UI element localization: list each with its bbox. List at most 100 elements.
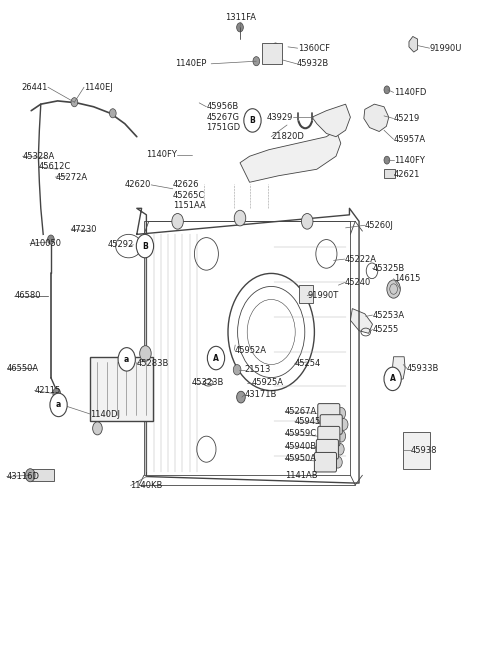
Polygon shape: [364, 104, 389, 132]
Circle shape: [244, 109, 261, 132]
Text: 45325B: 45325B: [372, 264, 405, 273]
Circle shape: [384, 367, 401, 391]
Bar: [262, 43, 282, 64]
Text: 46550A: 46550A: [7, 364, 39, 373]
Circle shape: [253, 57, 260, 66]
Text: 21820D: 21820D: [271, 132, 304, 141]
Polygon shape: [240, 130, 341, 182]
Text: 45219: 45219: [394, 114, 420, 123]
Polygon shape: [409, 36, 418, 52]
Text: 45950A: 45950A: [285, 454, 317, 463]
Circle shape: [93, 422, 102, 435]
Circle shape: [387, 280, 400, 298]
Text: 45222A: 45222A: [345, 255, 377, 264]
Text: 47230: 47230: [71, 225, 97, 234]
Text: 43171B: 43171B: [245, 390, 277, 399]
Circle shape: [207, 346, 225, 370]
FancyBboxPatch shape: [314, 452, 336, 472]
Text: a: a: [124, 355, 129, 364]
Bar: [299, 285, 313, 303]
Circle shape: [237, 391, 245, 403]
Circle shape: [25, 469, 35, 482]
Text: 21513: 21513: [245, 365, 271, 374]
Bar: [31, 469, 54, 481]
Circle shape: [337, 430, 346, 442]
Text: B: B: [250, 116, 255, 125]
Text: 1151AA: 1151AA: [173, 201, 205, 210]
Circle shape: [53, 388, 60, 398]
Text: 45240: 45240: [345, 278, 371, 287]
Circle shape: [109, 109, 116, 118]
Text: 43929: 43929: [266, 113, 293, 122]
Text: 91990T: 91990T: [307, 291, 338, 300]
Circle shape: [140, 346, 151, 361]
Text: 45945: 45945: [295, 417, 321, 426]
Text: 1360CF: 1360CF: [298, 44, 330, 53]
Circle shape: [334, 456, 342, 468]
FancyBboxPatch shape: [318, 404, 340, 423]
Text: 42620: 42620: [125, 180, 151, 189]
Text: 45328A: 45328A: [23, 152, 55, 161]
Circle shape: [301, 214, 313, 229]
Bar: [144, 221, 350, 475]
Text: 45952A: 45952A: [234, 346, 266, 355]
Bar: [403, 432, 430, 469]
Text: 45255: 45255: [372, 325, 399, 334]
Text: 45265C: 45265C: [173, 191, 205, 200]
Text: 45253A: 45253A: [372, 311, 405, 320]
Text: 42626: 42626: [173, 180, 199, 189]
Text: 45267A: 45267A: [285, 407, 317, 416]
FancyBboxPatch shape: [316, 439, 338, 459]
Text: 45254: 45254: [295, 359, 321, 368]
Text: 45612C: 45612C: [38, 162, 71, 171]
Text: 1140KB: 1140KB: [131, 481, 163, 490]
Text: 1140DJ: 1140DJ: [90, 409, 120, 419]
Text: 46580: 46580: [14, 291, 41, 300]
Text: 45932B: 45932B: [297, 59, 329, 68]
Text: 45260J: 45260J: [365, 221, 394, 230]
FancyBboxPatch shape: [320, 415, 342, 434]
Text: 45323B: 45323B: [192, 378, 224, 387]
Text: 45956B: 45956B: [206, 102, 239, 111]
Text: 1140EJ: 1140EJ: [84, 83, 113, 92]
Text: 1140EP: 1140EP: [175, 59, 206, 68]
Text: a: a: [56, 400, 61, 409]
Text: 1140FY: 1140FY: [394, 156, 424, 165]
Text: A: A: [213, 353, 219, 363]
Circle shape: [384, 156, 390, 164]
Circle shape: [71, 98, 78, 107]
Text: B: B: [142, 242, 148, 251]
Text: 45940B: 45940B: [285, 442, 317, 451]
Text: 45267G: 45267G: [206, 113, 240, 122]
Text: 14615: 14615: [394, 274, 420, 283]
Text: 45938: 45938: [411, 446, 437, 455]
Text: 45957A: 45957A: [394, 135, 426, 144]
Bar: [90, 357, 153, 421]
Text: 1311FA: 1311FA: [226, 13, 256, 22]
Text: 1141AB: 1141AB: [285, 471, 318, 480]
Text: 26441: 26441: [22, 83, 48, 92]
Circle shape: [273, 43, 278, 51]
Text: 43116D: 43116D: [7, 472, 40, 481]
Text: 45292: 45292: [107, 240, 133, 249]
Text: 91990U: 91990U: [430, 44, 462, 53]
Text: 1751GD: 1751GD: [206, 123, 240, 132]
Text: 1140FD: 1140FD: [394, 88, 426, 97]
Text: 45959C: 45959C: [285, 429, 317, 438]
Text: 45933B: 45933B: [407, 364, 439, 373]
Text: 45925A: 45925A: [252, 378, 284, 387]
Circle shape: [172, 214, 183, 229]
Circle shape: [48, 235, 54, 244]
Circle shape: [337, 408, 346, 419]
Circle shape: [50, 393, 67, 417]
Text: A: A: [390, 374, 396, 383]
Circle shape: [237, 23, 243, 32]
Text: 45283B: 45283B: [137, 359, 169, 368]
Text: 42621: 42621: [394, 170, 420, 179]
Text: A10050: A10050: [30, 239, 62, 248]
Circle shape: [384, 86, 390, 94]
Text: 45272A: 45272A: [55, 173, 87, 182]
FancyBboxPatch shape: [318, 426, 340, 446]
Polygon shape: [393, 357, 405, 380]
Circle shape: [336, 443, 344, 455]
